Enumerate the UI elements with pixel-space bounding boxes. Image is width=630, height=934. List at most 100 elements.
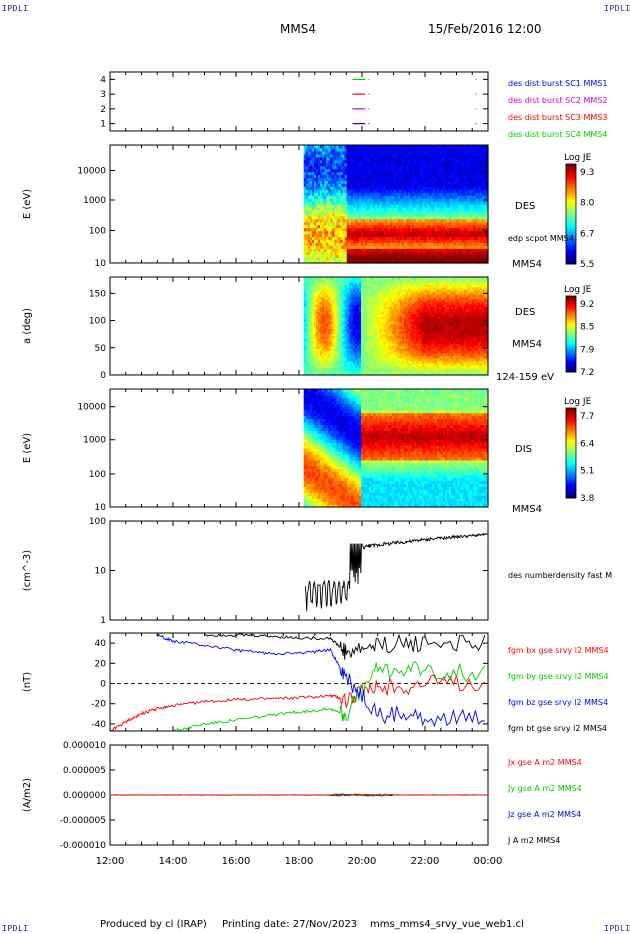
des-energy-cell	[371, 233, 374, 238]
des-energy-cell	[416, 239, 419, 243]
des-energy-cell	[318, 233, 321, 238]
des-energy-cell	[465, 248, 469, 252]
des-energy-cell	[334, 195, 338, 199]
des-energy-cell	[381, 174, 385, 179]
des-energy-cell	[367, 189, 370, 193]
des-energy-cell	[305, 192, 309, 196]
des-energy-cell	[391, 254, 395, 258]
des-energy-cell	[387, 248, 391, 252]
des-energy-cell	[346, 180, 350, 184]
des-energy-cell	[449, 177, 452, 181]
des-energy-cell	[467, 251, 471, 255]
des-energy-cell	[463, 189, 467, 193]
des-energy-cell	[377, 159, 381, 164]
des-energy-cell	[483, 206, 487, 211]
des-pitch-cell	[309, 323, 313, 327]
des-energy-cell	[414, 204, 417, 208]
des-energy-cell	[303, 209, 307, 214]
des-energy-cell	[369, 206, 372, 211]
des-pitch-cell	[334, 372, 338, 376]
des-energy-cell	[373, 165, 376, 170]
des-energy-cell	[363, 153, 366, 158]
des-energy-cell	[442, 248, 446, 252]
des-pitch-cell	[332, 323, 336, 327]
des-energy-cell	[412, 218, 415, 223]
des-energy-cell	[377, 168, 381, 173]
des-energy-cell	[307, 236, 311, 240]
des-energy-cell	[309, 145, 313, 149]
des-energy-cell	[369, 215, 372, 220]
des-energy-cell	[402, 204, 405, 208]
des-pitch-cell	[332, 330, 336, 334]
des-energy-cell	[414, 251, 417, 255]
des-energy-cell	[379, 242, 383, 246]
des-energy-cell	[334, 215, 338, 220]
des-energy-cell	[365, 230, 368, 235]
des-pitch-cell	[307, 321, 311, 325]
des-energy-colorbar-step	[566, 226, 576, 230]
des-pitch-cell	[324, 330, 327, 334]
des-pitch-cell	[340, 296, 344, 300]
des-energy-cell	[451, 215, 454, 220]
des-pitch-cell	[320, 313, 323, 317]
des-energy-cell	[471, 150, 475, 155]
des-energy-cell	[440, 198, 444, 202]
des-energy-cell	[377, 218, 381, 223]
des-energy-cell	[402, 209, 405, 214]
des-pitch-cell	[348, 333, 352, 337]
des-energy-cell	[320, 156, 323, 161]
des-energy-cell	[387, 198, 391, 202]
des-energy-cell	[348, 215, 352, 220]
des-energy-cell	[320, 224, 323, 229]
des-energy-cell	[316, 150, 319, 155]
des-energy-cell	[367, 180, 370, 184]
des-energy-cell	[447, 168, 450, 173]
des-energy-cell	[477, 260, 481, 264]
des-pitch-cell	[346, 299, 350, 303]
des-energy-cell	[469, 183, 473, 187]
des-energy-cell	[389, 212, 393, 217]
des-energy-cell	[322, 168, 325, 173]
des-pitch-cell	[336, 296, 340, 300]
des-energy-cell	[361, 212, 364, 217]
des-energy-cell	[453, 195, 456, 199]
des-energy-cell	[410, 156, 413, 161]
des-pitch-cell	[320, 340, 323, 344]
des-energy-cell	[311, 245, 315, 249]
des-energy-cell	[465, 174, 469, 179]
des-energy-cell	[307, 177, 311, 181]
des-energy-cell	[371, 177, 374, 181]
des-energy-cell	[471, 227, 475, 232]
des-energy-cell	[418, 171, 422, 176]
des-energy-cell	[367, 221, 370, 226]
des-energy-cell	[344, 236, 348, 240]
des-pitch-cell	[359, 279, 362, 283]
des-energy-cell	[367, 153, 370, 158]
des-energy-cell	[469, 168, 473, 173]
des-pitch-cell	[328, 348, 331, 352]
des-energy-cell	[461, 153, 465, 158]
des-pitch-cell	[359, 323, 362, 327]
des-energy-cell	[432, 254, 436, 258]
des-energy-cell	[485, 156, 489, 161]
des-energy-cell	[467, 218, 471, 223]
des-energy-cell	[416, 257, 419, 261]
des-energy-cell	[332, 251, 336, 255]
des-energy-cell	[389, 162, 393, 167]
des-energy-cell	[338, 186, 342, 190]
des-energy-cell	[465, 201, 469, 205]
des-pitch-cell	[352, 333, 356, 337]
des-energy-cell	[309, 209, 313, 214]
des-energy-cell	[447, 221, 450, 226]
des-energy-colorbar-step	[566, 191, 576, 195]
des-energy-cell	[455, 186, 458, 190]
des-pitch-cell	[356, 299, 360, 303]
des-energy-cell	[383, 254, 387, 258]
des-energy-cell	[483, 201, 487, 205]
des-energy-cell	[363, 150, 366, 155]
des-energy-cell	[469, 248, 473, 252]
des-energy-cell	[422, 215, 426, 220]
des-energy-cell	[348, 162, 352, 167]
des-energy-cell	[377, 227, 381, 232]
des-pitch-cell	[348, 370, 352, 374]
